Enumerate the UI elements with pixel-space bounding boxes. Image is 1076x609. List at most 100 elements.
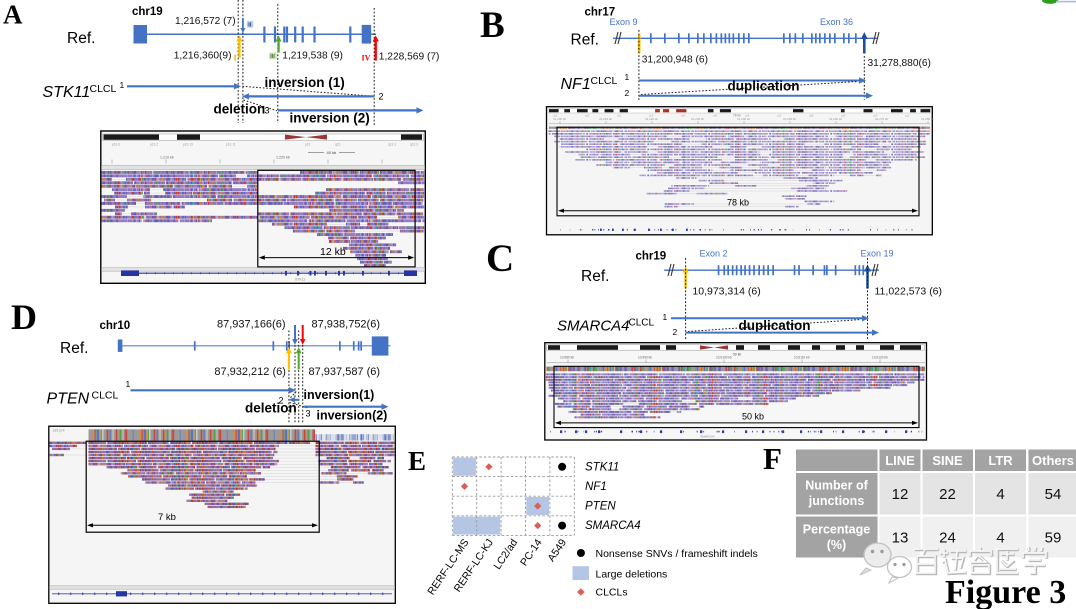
svg-text:10,973,314 (6): 10,973,314 (6)	[692, 286, 760, 298]
svg-text:duplication: duplication	[739, 318, 811, 333]
svg-text:54: 54	[1045, 486, 1062, 503]
svg-text:2: 2	[625, 88, 630, 98]
svg-text:87,937,587 (6): 87,937,587 (6)	[309, 366, 381, 378]
svg-text:inversion (1): inversion (1)	[265, 75, 345, 90]
svg-text:inversion (2): inversion (2)	[290, 111, 370, 126]
svg-text:SMARCA4: SMARCA4	[700, 435, 715, 439]
svg-text:31,210 kb: 31,210 kb	[599, 117, 613, 121]
svg-text:p13.2: p13.2	[150, 142, 158, 146]
svg-text:p13.11: p13.11	[226, 142, 236, 146]
svg-text:1: 1	[663, 312, 668, 322]
svg-text:q17: q17	[777, 114, 782, 118]
svg-text:q13.3: q13.3	[410, 142, 418, 146]
svg-text:inversion(1): inversion(1)	[304, 388, 375, 402]
svg-text:III: III	[270, 54, 275, 60]
svg-text:deletion: deletion	[245, 401, 297, 416]
svg-text:duplication: duplication	[728, 79, 800, 94]
svg-text:q13.1: q13.1	[388, 142, 396, 146]
svg-text:1,216,360(9): 1,216,360(9)	[174, 51, 232, 62]
svg-text:inversion(2): inversion(2)	[317, 409, 388, 423]
svg-text:31,200 kb: 31,200 kb	[553, 117, 567, 121]
svg-text:Exon 9: Exon 9	[610, 17, 638, 27]
svg-text:D: D	[11, 297, 37, 337]
svg-text:13: 13	[892, 530, 909, 547]
svg-text:q11: q11	[585, 114, 590, 118]
svg-text:p13.3: p13.3	[112, 142, 120, 146]
svg-text:Large deletions: Large deletions	[596, 569, 668, 581]
svg-text:1,219,538 (9): 1,219,538 (9)	[282, 51, 343, 62]
svg-text:10,9100 kb: 10,9100 kb	[716, 356, 732, 360]
svg-text:1: 1	[625, 72, 630, 82]
svg-text:Ref.: Ref.	[60, 340, 88, 357]
svg-text:10,990 kb: 10,990 kb	[638, 356, 652, 360]
svg-text:p12: p12	[305, 142, 311, 146]
svg-text:1,220 kb: 1,220 kb	[276, 156, 290, 160]
svg-text:10,9110 kb: 10,9110 kb	[794, 356, 810, 360]
svg-text:31,240 kb: 31,240 kb	[737, 117, 751, 121]
svg-text:chr17: chr17	[585, 7, 616, 19]
svg-text:q10: q10	[873, 114, 878, 118]
svg-text:Percentage: Percentage	[803, 523, 870, 537]
svg-text:p13.13: p13.13	[183, 142, 193, 146]
svg-text:q18: q18	[809, 114, 814, 118]
svg-text:31,278,880(6): 31,278,880(6)	[868, 58, 931, 69]
svg-text:C: C	[486, 237, 514, 280]
svg-text:LINE: LINE	[885, 453, 915, 468]
svg-text:31,200,948 (6): 31,200,948 (6)	[642, 55, 708, 66]
svg-text:p15 p14: p15 p14	[53, 429, 65, 433]
svg-text:q13: q13	[649, 114, 654, 118]
svg-text:q14: q14	[681, 114, 686, 118]
svg-text:1,228,569 (7): 1,228,569 (7)	[379, 52, 440, 63]
svg-text:31,260 kb: 31,260 kb	[829, 117, 843, 121]
svg-text:87,938,752(6): 87,938,752(6)	[312, 319, 381, 331]
svg-text:31,230 kb: 31,230 kb	[691, 117, 705, 121]
svg-text:Ref.: Ref.	[571, 32, 599, 49]
svg-text:I: I	[234, 54, 237, 63]
svg-text:50 kb: 50 kb	[742, 412, 764, 422]
svg-text:STK11: STK11	[585, 462, 619, 474]
svg-text:12 kb: 12 kb	[320, 246, 346, 258]
svg-text:2: 2	[379, 92, 384, 102]
svg-text:chr10: chr10	[100, 320, 131, 332]
svg-text:PTEN: PTEN	[585, 501, 616, 513]
svg-text:59: 59	[1045, 530, 1062, 547]
svg-text:Ref.: Ref.	[67, 30, 95, 47]
svg-text:Exon 36: Exon 36	[820, 17, 853, 27]
svg-text:1: 1	[126, 379, 131, 389]
svg-text:q11: q11	[905, 114, 910, 118]
svg-text:40 kb: 40 kb	[327, 150, 338, 155]
svg-text:4: 4	[996, 530, 1004, 547]
svg-text:(%): (%)	[827, 538, 846, 552]
svg-text:CLCL: CLCL	[629, 318, 655, 329]
svg-text:31,220 kb: 31,220 kb	[645, 117, 659, 121]
svg-text:11,022,573 (6): 11,022,573 (6)	[875, 286, 943, 298]
svg-text:junctions: junctions	[808, 494, 865, 508]
svg-text:NF1: NF1	[585, 481, 607, 493]
svg-text:q15: q15	[713, 114, 718, 118]
svg-text:chr19: chr19	[132, 6, 163, 18]
svg-text:31,250 kb: 31,250 kb	[783, 117, 797, 121]
svg-text:7 kb: 7 kb	[158, 512, 176, 523]
svg-text:CLCLs: CLCLs	[596, 587, 628, 599]
svg-text:78 kb: 78 kb	[733, 114, 741, 118]
svg-text:10,9120 kb: 10,9120 kb	[872, 356, 888, 360]
svg-text:STK11: STK11	[43, 84, 91, 101]
svg-text:87,937,166(6): 87,937,166(6)	[217, 319, 286, 331]
svg-text:CLCL: CLCL	[591, 75, 618, 87]
svg-text:Nonsense SNVs / frameshift ind: Nonsense SNVs / frameshift indels	[596, 548, 758, 560]
svg-text:31,280 kb: 31,280 kb	[921, 117, 935, 121]
svg-text:II: II	[248, 23, 252, 29]
svg-text:CLCL: CLCL	[92, 390, 119, 402]
svg-text:78 kb: 78 kb	[727, 198, 749, 208]
svg-text:q19: q19	[841, 114, 846, 118]
svg-text:q16: q16	[745, 114, 750, 118]
svg-text:Exon 2: Exon 2	[700, 249, 728, 259]
svg-text:LTR: LTR	[988, 453, 1013, 468]
svg-text:Figure 3: Figure 3	[945, 574, 1066, 609]
svg-text:q10: q10	[553, 114, 558, 118]
svg-text:E: E	[408, 446, 426, 476]
svg-text:IV: IV	[362, 54, 371, 63]
svg-text:SMARCA4: SMARCA4	[557, 318, 630, 335]
svg-text:2: 2	[673, 327, 678, 337]
svg-text:PTEN: PTEN	[47, 391, 90, 408]
